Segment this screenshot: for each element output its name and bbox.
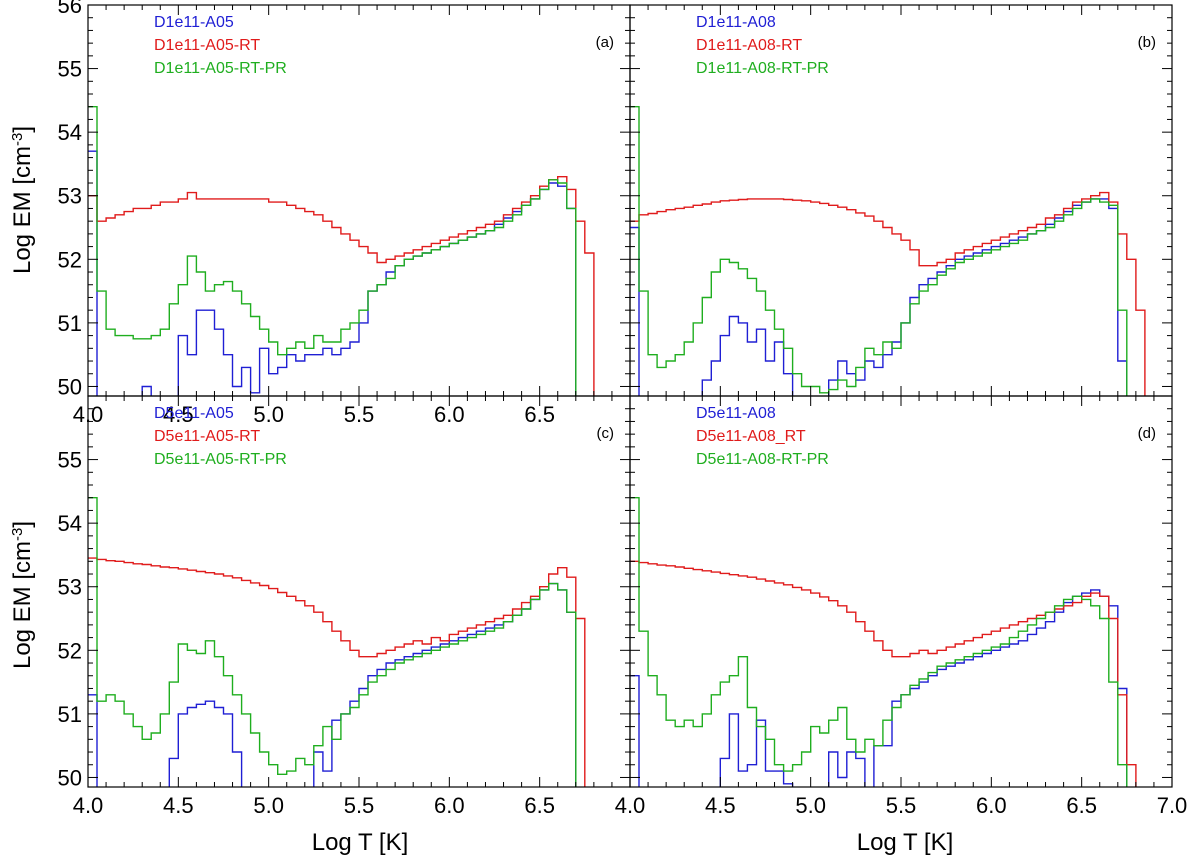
x-tick-label: 5.5 <box>344 793 375 818</box>
panel-label: (a) <box>596 34 614 51</box>
legend-entry: D1e11-A08 <box>696 14 776 31</box>
y-tick-label: 50 <box>58 374 82 399</box>
legend-entry: D5e11-A08-RT-PR <box>696 451 829 468</box>
series-line-d5e11-a08 <box>630 589 1128 787</box>
y-axis-title-close: ] <box>9 126 36 133</box>
legend-entry: D1e11-A08-RT <box>696 37 802 54</box>
panel-c: 55 54 53 52 51 50 4.0 4.5 5.0 5.5 6.0 6.5 D5e11-A05 D… <box>58 395 631 818</box>
y-axis-title-main: Log EM [cm <box>9 146 36 274</box>
panel-d: 4.0 4.5 5.0 5.5 6.0 6.5 7.0 D5e11-A08 D5e11-A08_… <box>615 395 1188 818</box>
x-tick-label: 6.5 <box>524 402 555 427</box>
x-tick-label: 5.0 <box>253 793 284 818</box>
y-tick-label: 53 <box>58 184 82 209</box>
series-line-d5e11-a08-rt-pr <box>630 497 1128 787</box>
x-tick-label: 5.0 <box>253 402 284 427</box>
y-axis-title-close: ] <box>9 521 36 528</box>
series-line-d1e11-a05-rt-pr <box>88 106 577 396</box>
y-tick-label: 54 <box>58 120 82 145</box>
x-tick-label: 4.5 <box>705 793 736 818</box>
series-line-d5e11-a05-rt <box>88 557 586 787</box>
y-tick-label: 51 <box>58 311 82 336</box>
x-tick-label: 4.0 <box>73 793 104 818</box>
panel-label: (d) <box>1138 425 1156 442</box>
x-tick-label: 7.0 <box>1157 793 1188 818</box>
x-axis-title: Log T [K] <box>312 829 409 856</box>
legend-entry: D5e11-A08_RT <box>696 428 806 445</box>
legend-entry: D1e11-A05 <box>154 14 234 31</box>
series-line-d1e11-a05-rt <box>88 176 595 396</box>
x-tick-label: 6.0 <box>434 793 465 818</box>
y-tick-label: 54 <box>58 511 82 536</box>
series-line-d1e11-a08 <box>630 198 1128 396</box>
y-tick-label: 53 <box>58 575 82 600</box>
x-tick-label: 4.5 <box>163 402 194 427</box>
legend-entry: D5e11-A08 <box>696 405 776 422</box>
legend-entry: D1e11-A08-RT-PR <box>696 60 829 77</box>
series-group <box>88 497 586 787</box>
x-tick-label: 6.0 <box>434 402 465 427</box>
series-line-d1e11-a05 <box>88 150 577 396</box>
series-group <box>630 497 1137 787</box>
x-tick-label: 4.5 <box>163 793 194 818</box>
series-group <box>88 106 595 396</box>
x-tick-label: 5.5 <box>886 793 917 818</box>
plot-layer: 56 55 54 53 52 51 50 4.0 4.5 5.0 5.5 6.0 6.5 D1e11-A0… <box>58 0 1188 818</box>
y-tick-label: 50 <box>58 765 82 790</box>
y-tick-label: 55 <box>58 57 82 82</box>
y-tick-label: 52 <box>58 638 82 663</box>
y-tick-label: 55 <box>58 448 82 473</box>
panel-label: (b) <box>1138 34 1156 51</box>
x-tick-label: 6.0 <box>976 793 1007 818</box>
legend-entry: D5e11-A05 <box>154 405 234 422</box>
series-line-d1e11-a08-rt <box>630 191 1146 396</box>
panel-b: D1e11-A08 D1e11-A08-RT D1e11-A08-RT-PR (b) <box>629 4 1173 397</box>
y-axis-title: Log EM [cm-3] <box>9 521 36 669</box>
y-axis-title-sup: -3 <box>9 133 26 146</box>
y-tick-label: 56 <box>58 0 82 18</box>
x-tick-label: 5.0 <box>795 793 826 818</box>
series-line-d5e11-a08_rt <box>630 560 1137 787</box>
y-tick-label: 51 <box>58 702 82 727</box>
x-tick-label: 6.5 <box>1066 793 1097 818</box>
panel-label: (c) <box>597 425 615 442</box>
x-tick-label: 6.5 <box>524 793 555 818</box>
legend-entry: D1e11-A05-RT <box>154 37 260 54</box>
x-tick-label: 5.5 <box>344 402 375 427</box>
series-line-d5e11-a05-rt-pr <box>88 497 577 787</box>
y-axis-title-sup: -3 <box>9 528 26 541</box>
legend-entry: D5e11-A05-RT-PR <box>154 451 287 468</box>
y-tick-label: 52 <box>58 247 82 272</box>
x-axis-title: Log T [K] <box>857 829 954 856</box>
series-group <box>630 106 1146 396</box>
legend-entry: D5e11-A05-RT <box>154 428 260 445</box>
y-axis-title-main: Log EM [cm <box>9 541 36 669</box>
x-tick-label: 4.0 <box>615 793 646 818</box>
legend-entry: D1e11-A05-RT-PR <box>154 60 287 77</box>
series-line-d1e11-a08-rt-pr <box>630 106 1128 396</box>
y-axis-title: Log EM [cm-3] <box>9 126 36 274</box>
